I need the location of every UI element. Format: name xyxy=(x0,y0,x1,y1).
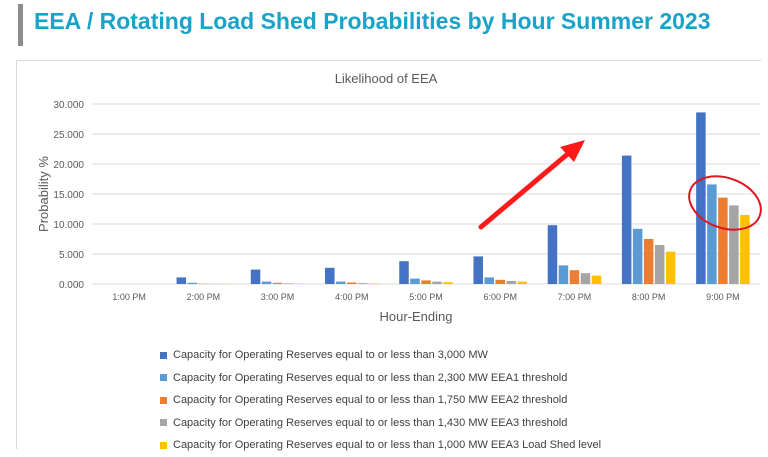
legend-label: Capacity for Operating Reserves equal to… xyxy=(173,417,567,429)
x-tick-label: 9:00 PM xyxy=(706,292,740,302)
legend-item-1430mw: Capacity for Operating Reserves equal to… xyxy=(160,412,601,435)
bar-900pm-s3 xyxy=(729,205,739,284)
bar-600pm-s3 xyxy=(506,281,516,284)
legend-item-1000mw: Capacity for Operating Reserves equal to… xyxy=(160,434,601,457)
x-tick-label: 8:00 PM xyxy=(632,292,666,302)
legend-item-3000mw: Capacity for Operating Reserves equal to… xyxy=(160,344,601,367)
bar-300pm-s1 xyxy=(262,282,272,284)
bar-900pm-s0 xyxy=(696,112,706,284)
legend-swatch xyxy=(160,352,167,359)
bar-200pm-s1 xyxy=(188,283,198,284)
x-axis-title: Hour-Ending xyxy=(380,309,453,324)
bar-700pm-s3 xyxy=(581,273,591,284)
chart-legend: Capacity for Operating Reserves equal to… xyxy=(160,344,601,457)
legend-label: Capacity for Operating Reserves equal to… xyxy=(173,394,567,406)
x-tick-label: 7:00 PM xyxy=(558,292,592,302)
bar-700pm-s2 xyxy=(570,270,580,284)
legend-item-1750mw: Capacity for Operating Reserves equal to… xyxy=(160,389,601,412)
bar-800pm-s3 xyxy=(655,245,665,284)
bar-900pm-s2 xyxy=(718,198,728,284)
y-axis-title: Probability % xyxy=(36,156,51,232)
x-tick-label: 2:00 PM xyxy=(187,292,221,302)
trend-arrow-annotation xyxy=(481,140,585,227)
x-tick-label: 3:00 PM xyxy=(261,292,295,302)
legend-swatch xyxy=(160,442,167,449)
bar-600pm-s2 xyxy=(495,280,505,284)
bar-600pm-s4 xyxy=(517,282,527,284)
x-tick-label: 5:00 PM xyxy=(409,292,443,302)
bar-400pm-s0 xyxy=(325,268,335,284)
y-tick-label: 0.000 xyxy=(59,280,84,291)
bar-800pm-s4 xyxy=(666,252,676,284)
bar-700pm-s1 xyxy=(559,265,569,284)
x-tick-label: 6:00 PM xyxy=(483,292,517,302)
bar-300pm-s3 xyxy=(284,283,294,284)
legend-item-2300mw: Capacity for Operating Reserves equal to… xyxy=(160,367,601,390)
legend-swatch xyxy=(160,419,167,426)
legend-swatch xyxy=(160,374,167,381)
bar-400pm-s3 xyxy=(358,283,368,284)
bar-500pm-s4 xyxy=(443,282,453,284)
y-tick-label: 20.000 xyxy=(53,160,84,171)
legend-swatch xyxy=(160,397,167,404)
y-tick-label: 5.000 xyxy=(59,250,84,261)
bar-600pm-s1 xyxy=(484,277,494,284)
y-tick-label: 30.000 xyxy=(53,100,84,111)
chart-title: Likelihood of EEA xyxy=(335,71,438,86)
legend-label: Capacity for Operating Reserves equal to… xyxy=(173,349,488,361)
bar-800pm-s1 xyxy=(633,229,643,284)
bar-400pm-s4 xyxy=(369,283,379,284)
bar-800pm-s0 xyxy=(622,156,632,284)
x-tick-label: 1:00 PM xyxy=(112,292,146,302)
y-tick-label: 15.000 xyxy=(53,190,84,201)
y-tick-label: 25.000 xyxy=(53,130,84,141)
x-tick-label: 4:00 PM xyxy=(335,292,369,302)
bar-300pm-s2 xyxy=(273,283,283,284)
bar-900pm-s4 xyxy=(740,215,750,284)
bar-700pm-s4 xyxy=(592,276,602,284)
bar-900pm-s1 xyxy=(707,184,717,284)
legend-label: Capacity for Operating Reserves equal to… xyxy=(173,439,601,451)
bar-500pm-s3 xyxy=(432,282,442,284)
bar-300pm-s0 xyxy=(251,270,260,284)
bar-500pm-s0 xyxy=(399,261,409,284)
bar-500pm-s2 xyxy=(421,280,431,284)
bar-400pm-s2 xyxy=(347,283,357,285)
bar-700pm-s0 xyxy=(548,225,558,284)
bar-400pm-s1 xyxy=(336,282,346,284)
y-tick-label: 10.000 xyxy=(53,220,84,231)
bar-500pm-s1 xyxy=(410,279,420,284)
bar-800pm-s2 xyxy=(644,239,654,284)
bar-600pm-s0 xyxy=(473,256,483,284)
bar-200pm-s0 xyxy=(177,277,187,284)
legend-label: Capacity for Operating Reserves equal to… xyxy=(173,372,567,384)
